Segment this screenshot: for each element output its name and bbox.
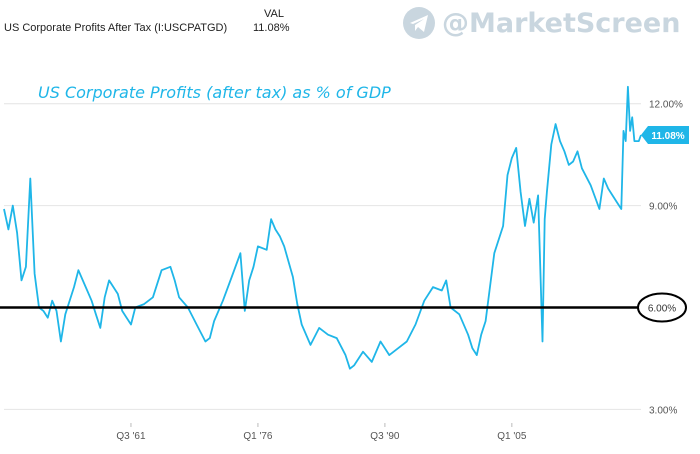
reference-label: 6.00% bbox=[637, 292, 687, 323]
x-tick-label: Q3 '90 bbox=[370, 431, 400, 442]
reference-label-text: 6.00% bbox=[648, 304, 676, 315]
series-label: US Corporate Profits After Tax (I:USCPAT… bbox=[4, 22, 228, 34]
watermark-text: @MarketScreen bbox=[442, 7, 681, 39]
x-axis-ticks: Q3 '61 Q1 '76 Q3 '90 Q1 '05 bbox=[116, 423, 527, 442]
last-value-badge: 11.08% bbox=[641, 125, 689, 144]
gridlines bbox=[4, 103, 641, 410]
series-line bbox=[3, 85, 642, 370]
y-tick-label: 3.00% bbox=[649, 405, 677, 416]
y-axis-ticks: 3.00% 9.00% 12.00% bbox=[649, 100, 683, 417]
chart-title: US Corporate Profits (after tax) as % of… bbox=[38, 83, 391, 102]
telegram-icon bbox=[402, 6, 436, 40]
badge-text: 11.08% bbox=[651, 131, 684, 142]
val-value: 11.08% bbox=[253, 22, 290, 34]
y-tick-label: 9.00% bbox=[649, 202, 677, 213]
reference-label-circle bbox=[637, 292, 687, 323]
badge-shape bbox=[641, 125, 689, 144]
watermark: @MarketScreen bbox=[402, 3, 680, 43]
val-heading: VAL bbox=[264, 8, 284, 20]
x-tick-label: Q3 '61 bbox=[116, 431, 146, 442]
x-tick-label: Q1 '76 bbox=[243, 431, 273, 442]
x-tick-label: Q1 '05 bbox=[497, 431, 527, 442]
y-tick-label: 12.00% bbox=[649, 100, 683, 111]
